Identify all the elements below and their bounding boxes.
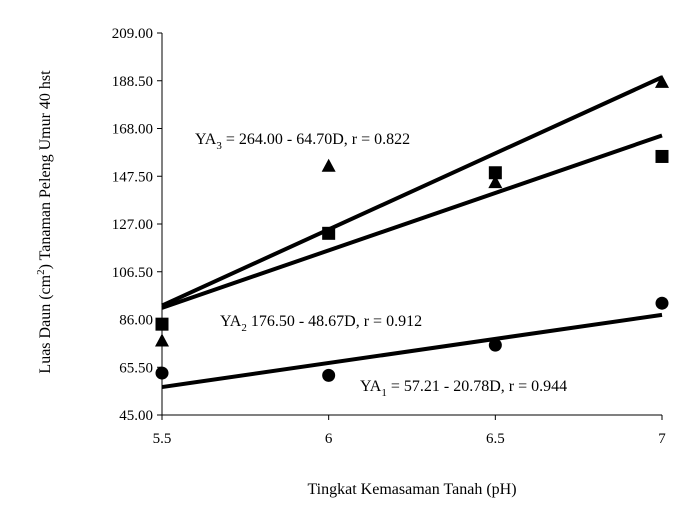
y-tick-label: 45.00 <box>119 408 153 424</box>
x-tick-label: 5.5 <box>153 431 172 447</box>
y-tick-label: 127.00 <box>112 217 153 233</box>
point-ya3-0 <box>155 333 169 347</box>
point-ya1-2 <box>488 338 502 352</box>
data-points <box>155 74 669 382</box>
equation-ya3: YA3 = 264.00 - 64.70D, r = 0.822 <box>195 131 410 152</box>
x-tick-label: 6 <box>325 431 333 447</box>
y-axis-title: Luas Daun (cm2) Tanaman Peleng Umur 40 h… <box>35 70 54 374</box>
point-ya2-2 <box>488 166 502 180</box>
x-tick-label: 7 <box>658 431 666 447</box>
y-tick-label: 147.50 <box>112 169 153 185</box>
equation-ya2: YA2 176.50 - 48.67D, r = 0.912 <box>220 313 422 334</box>
trend-line-ya2 <box>161 133 663 310</box>
y-tick-label: 65.50 <box>119 360 153 376</box>
point-ya3-3 <box>655 74 669 88</box>
y-tick-label: 188.50 <box>112 74 153 90</box>
point-ya2-1 <box>322 226 336 240</box>
point-ya2-0 <box>155 317 169 331</box>
equation-ya1: YA1 = 57.21 - 20.78D, r = 0.944 <box>360 378 567 399</box>
point-ya1-0 <box>155 366 169 380</box>
trend-lines <box>161 75 663 390</box>
point-ya2-3 <box>655 149 669 163</box>
trend-line-ya3 <box>161 75 663 308</box>
point-ya1-3 <box>655 296 669 310</box>
point-ya1-1 <box>322 368 336 382</box>
y-tick-label: 209.00 <box>112 26 153 42</box>
y-tick-label: 106.50 <box>112 265 153 281</box>
tick-labels: 45.00 65.50 86.00 106.50 127.00 147.50 168.00 1… <box>112 26 667 447</box>
x-tick-label: 6.5 <box>486 431 505 447</box>
y-tick-label: 168.00 <box>112 122 153 138</box>
trend-line-ya1 <box>161 312 663 390</box>
x-axis-title: Tingkat Kemasaman Tanah (pH) <box>307 481 516 498</box>
axes <box>157 32 663 420</box>
point-ya3-1 <box>321 158 336 172</box>
point-ya3-2 <box>488 175 503 189</box>
y-tick-label: 86.00 <box>119 313 153 329</box>
